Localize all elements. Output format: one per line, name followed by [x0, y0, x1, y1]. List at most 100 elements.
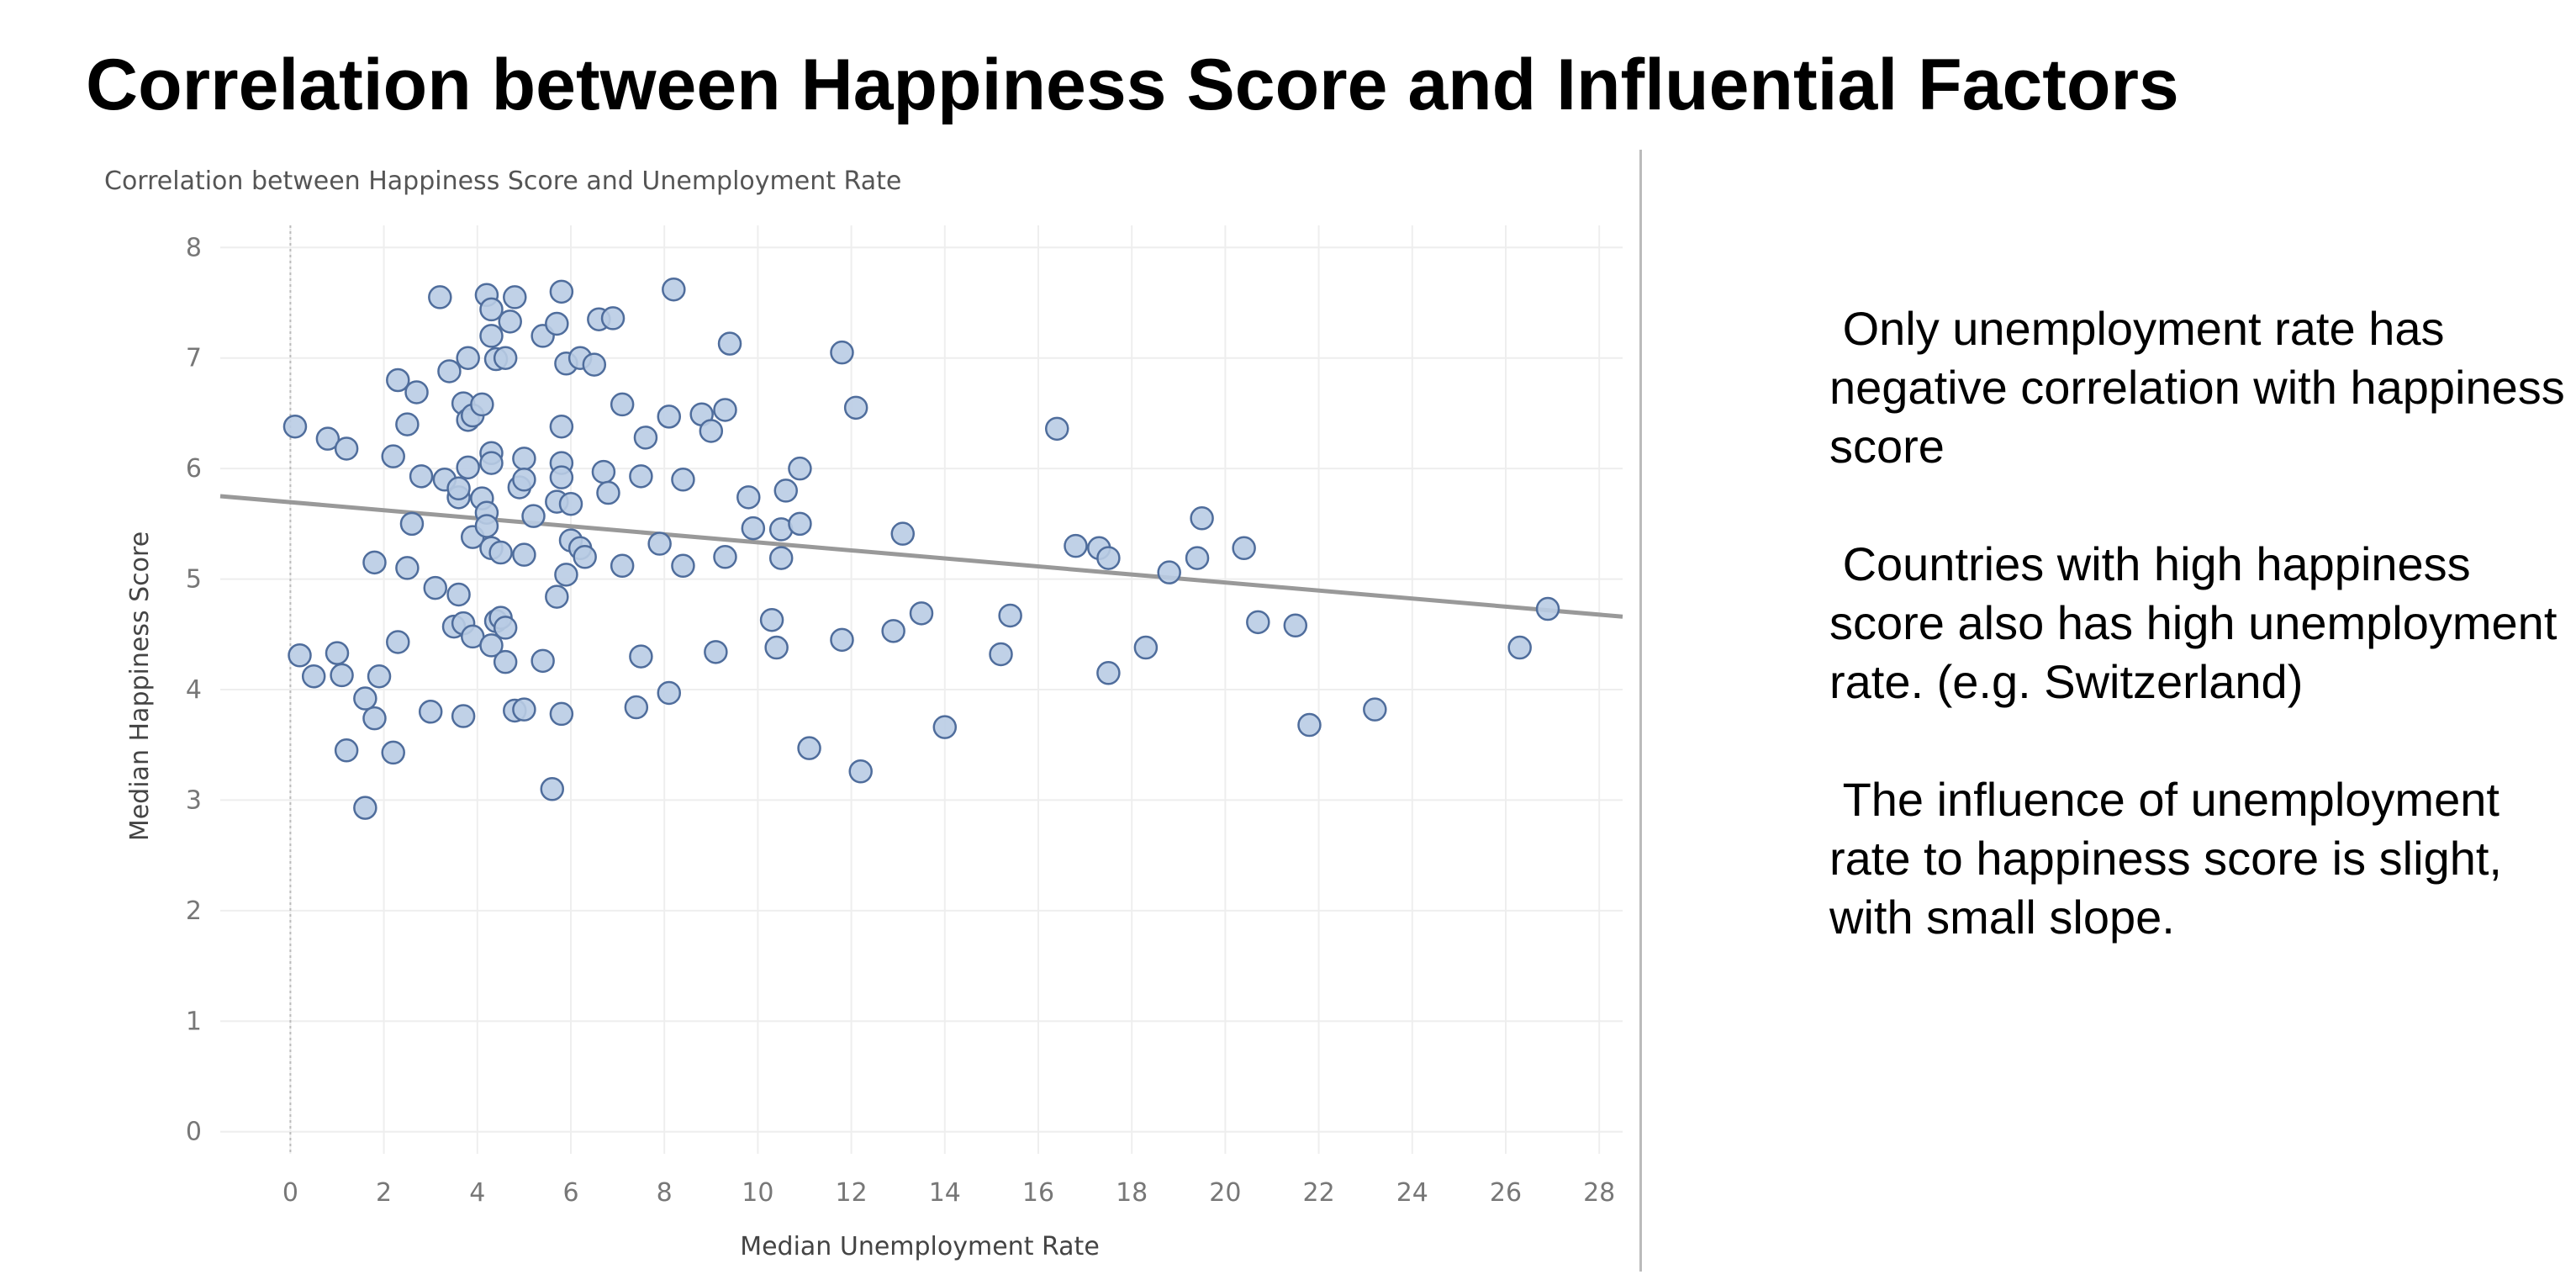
data-point [493, 616, 518, 640]
data-point [1044, 416, 1069, 442]
x-tick-label: 12 [836, 1178, 868, 1208]
data-point [1283, 613, 1308, 638]
data-point [428, 285, 452, 309]
data-point [493, 346, 518, 370]
y-tick-label: 0 [186, 1118, 202, 1147]
data-point [1190, 506, 1214, 531]
trend-layer [219, 494, 1623, 619]
data-point [479, 633, 504, 658]
y-axis-title: Median Happiness Score [125, 531, 155, 841]
data-point [531, 648, 555, 674]
data-point [409, 464, 434, 489]
data-point [549, 701, 574, 727]
data-point [736, 485, 761, 510]
data-point [797, 736, 821, 760]
data-point [423, 575, 448, 600]
data-point [1096, 661, 1121, 685]
data-point [474, 514, 499, 538]
data-point [600, 306, 626, 331]
data-point [498, 309, 522, 334]
data-point [315, 426, 340, 451]
x-tick-label: 14 [929, 1178, 961, 1208]
y-tick-label: 2 [186, 896, 202, 926]
data-point [549, 279, 574, 304]
data-point [545, 584, 569, 609]
data-point [503, 285, 527, 309]
data-point [633, 426, 658, 450]
data-point [395, 556, 420, 580]
x-axis-title: Median Unemployment Rate [740, 1232, 1100, 1261]
data-point [362, 550, 387, 575]
data-point [1157, 560, 1181, 584]
data-point [1507, 635, 1532, 660]
data-point [1185, 546, 1210, 570]
data-point [381, 740, 405, 765]
data-point [890, 521, 916, 546]
data-point [456, 346, 480, 370]
data-point [1246, 610, 1270, 635]
data-point [540, 777, 565, 801]
data-point [671, 553, 695, 579]
x-tick-label: 28 [1583, 1178, 1615, 1208]
data-point [386, 630, 410, 654]
data-point [367, 664, 392, 689]
data-point [288, 643, 312, 668]
data-point [545, 311, 569, 336]
data-point [830, 340, 854, 365]
data-point [301, 664, 326, 689]
data-point [788, 456, 812, 481]
x-tick-label: 0 [282, 1178, 298, 1208]
data-point [657, 405, 682, 429]
data-point [998, 603, 1022, 628]
x-tick-label: 20 [1209, 1178, 1241, 1208]
data-point [759, 607, 784, 632]
data-point [451, 704, 476, 728]
data-point [764, 635, 789, 660]
data-point [334, 738, 359, 763]
data-point [330, 663, 354, 688]
data-point [554, 563, 578, 587]
data-point [830, 627, 854, 653]
data-point [521, 504, 546, 528]
data-point [325, 641, 350, 665]
data-point [1363, 697, 1387, 722]
data-point [610, 553, 635, 579]
data-point [713, 398, 737, 422]
y-tick-label: 5 [186, 565, 202, 595]
x-tick-label: 24 [1396, 1178, 1428, 1208]
data-point [662, 277, 686, 302]
data-point [591, 459, 616, 484]
data-point [624, 695, 649, 720]
data-point [657, 680, 682, 706]
data-point [741, 516, 766, 541]
y-tick-label: 8 [186, 233, 202, 262]
data-point [704, 640, 728, 664]
data-point [549, 465, 574, 489]
y-tick-label: 3 [186, 785, 202, 815]
data-point [334, 436, 359, 461]
data-point [573, 545, 597, 569]
data-point [1535, 596, 1560, 621]
data-point [1133, 635, 1159, 660]
data-point [470, 392, 494, 417]
trend-line [219, 494, 1623, 619]
data-point [488, 540, 513, 565]
data-point [404, 380, 429, 405]
note-negative-correlation: Only unemployment rate has negative corr… [1829, 302, 2565, 473]
y-tick-label: 6 [186, 454, 202, 484]
data-point [717, 331, 742, 356]
data-point [1232, 536, 1256, 561]
data-point [446, 582, 471, 607]
data-point [647, 531, 672, 556]
data-point [582, 352, 607, 377]
data-point [512, 697, 536, 722]
data-point [362, 706, 387, 731]
data-point [479, 451, 504, 475]
data-point [843, 395, 868, 420]
data-point [989, 642, 1013, 667]
data-point [699, 419, 724, 443]
data-point [671, 468, 695, 492]
data-point [1297, 712, 1322, 738]
data-point [848, 759, 873, 784]
